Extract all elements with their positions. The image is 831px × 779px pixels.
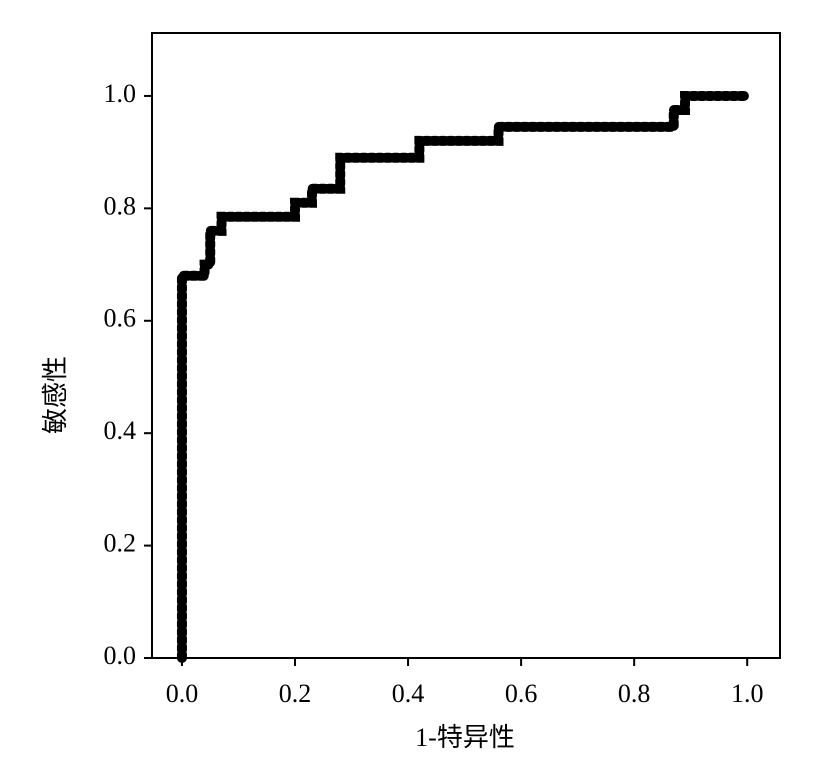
y-tick-label: 1.0 xyxy=(104,79,137,108)
x-axis-label: 1-特异性 xyxy=(415,723,515,752)
roc-line xyxy=(176,90,753,663)
y-tick-label: 0.4 xyxy=(104,416,137,445)
x-tick-label: 0.4 xyxy=(392,679,425,708)
plot-frame xyxy=(151,32,781,659)
y-tick-label: 0.2 xyxy=(104,529,137,558)
x-tick-label: 1.0 xyxy=(731,679,764,708)
x-tick-label: 0.6 xyxy=(505,679,538,708)
y-tick-label: 0.8 xyxy=(104,191,137,220)
x-tick-label: 0.0 xyxy=(166,679,199,708)
y-tick-label: 0.6 xyxy=(104,304,137,333)
x-tick-label: 0.2 xyxy=(279,679,312,708)
y-axis-label: 敏感性 xyxy=(41,356,70,434)
y-tick-label: 0.0 xyxy=(104,641,137,670)
x-tick-label: 0.8 xyxy=(618,679,651,708)
